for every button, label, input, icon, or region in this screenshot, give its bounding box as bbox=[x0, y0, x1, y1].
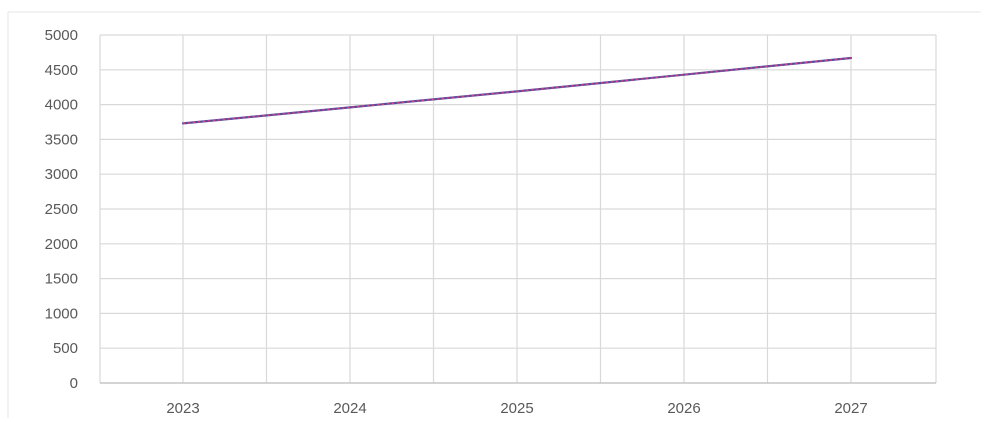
series-layer bbox=[181, 56, 853, 125]
x-tick-label: 2026 bbox=[667, 400, 700, 417]
x-tick-label: 2024 bbox=[333, 400, 366, 417]
horizontal-gridlines bbox=[100, 34, 936, 384]
x-tick-label: 2025 bbox=[500, 400, 533, 417]
y-tick-label: 5000 bbox=[45, 27, 78, 44]
y-tick-label: 2500 bbox=[45, 201, 78, 218]
y-tick-label: 4000 bbox=[45, 97, 78, 114]
y-tick-label: 2000 bbox=[45, 236, 78, 253]
y-tick-label: 0 bbox=[70, 375, 78, 392]
y-tick-label: 1500 bbox=[45, 271, 78, 288]
y-tick-label: 3500 bbox=[45, 131, 78, 148]
x-axis-tick-labels: 2023 2024 2025 2026 2027 bbox=[166, 400, 867, 417]
y-tick-label: 1000 bbox=[45, 305, 78, 322]
x-tick-label: 2027 bbox=[834, 400, 867, 417]
y-tick-label: 500 bbox=[53, 340, 78, 357]
x-tick-label: 2023 bbox=[166, 400, 199, 417]
y-tick-label: 4500 bbox=[45, 62, 78, 79]
y-tick-label: 3000 bbox=[45, 166, 78, 183]
outer-frame bbox=[7, 11, 981, 418]
vertical-gridlines bbox=[99, 35, 937, 383]
